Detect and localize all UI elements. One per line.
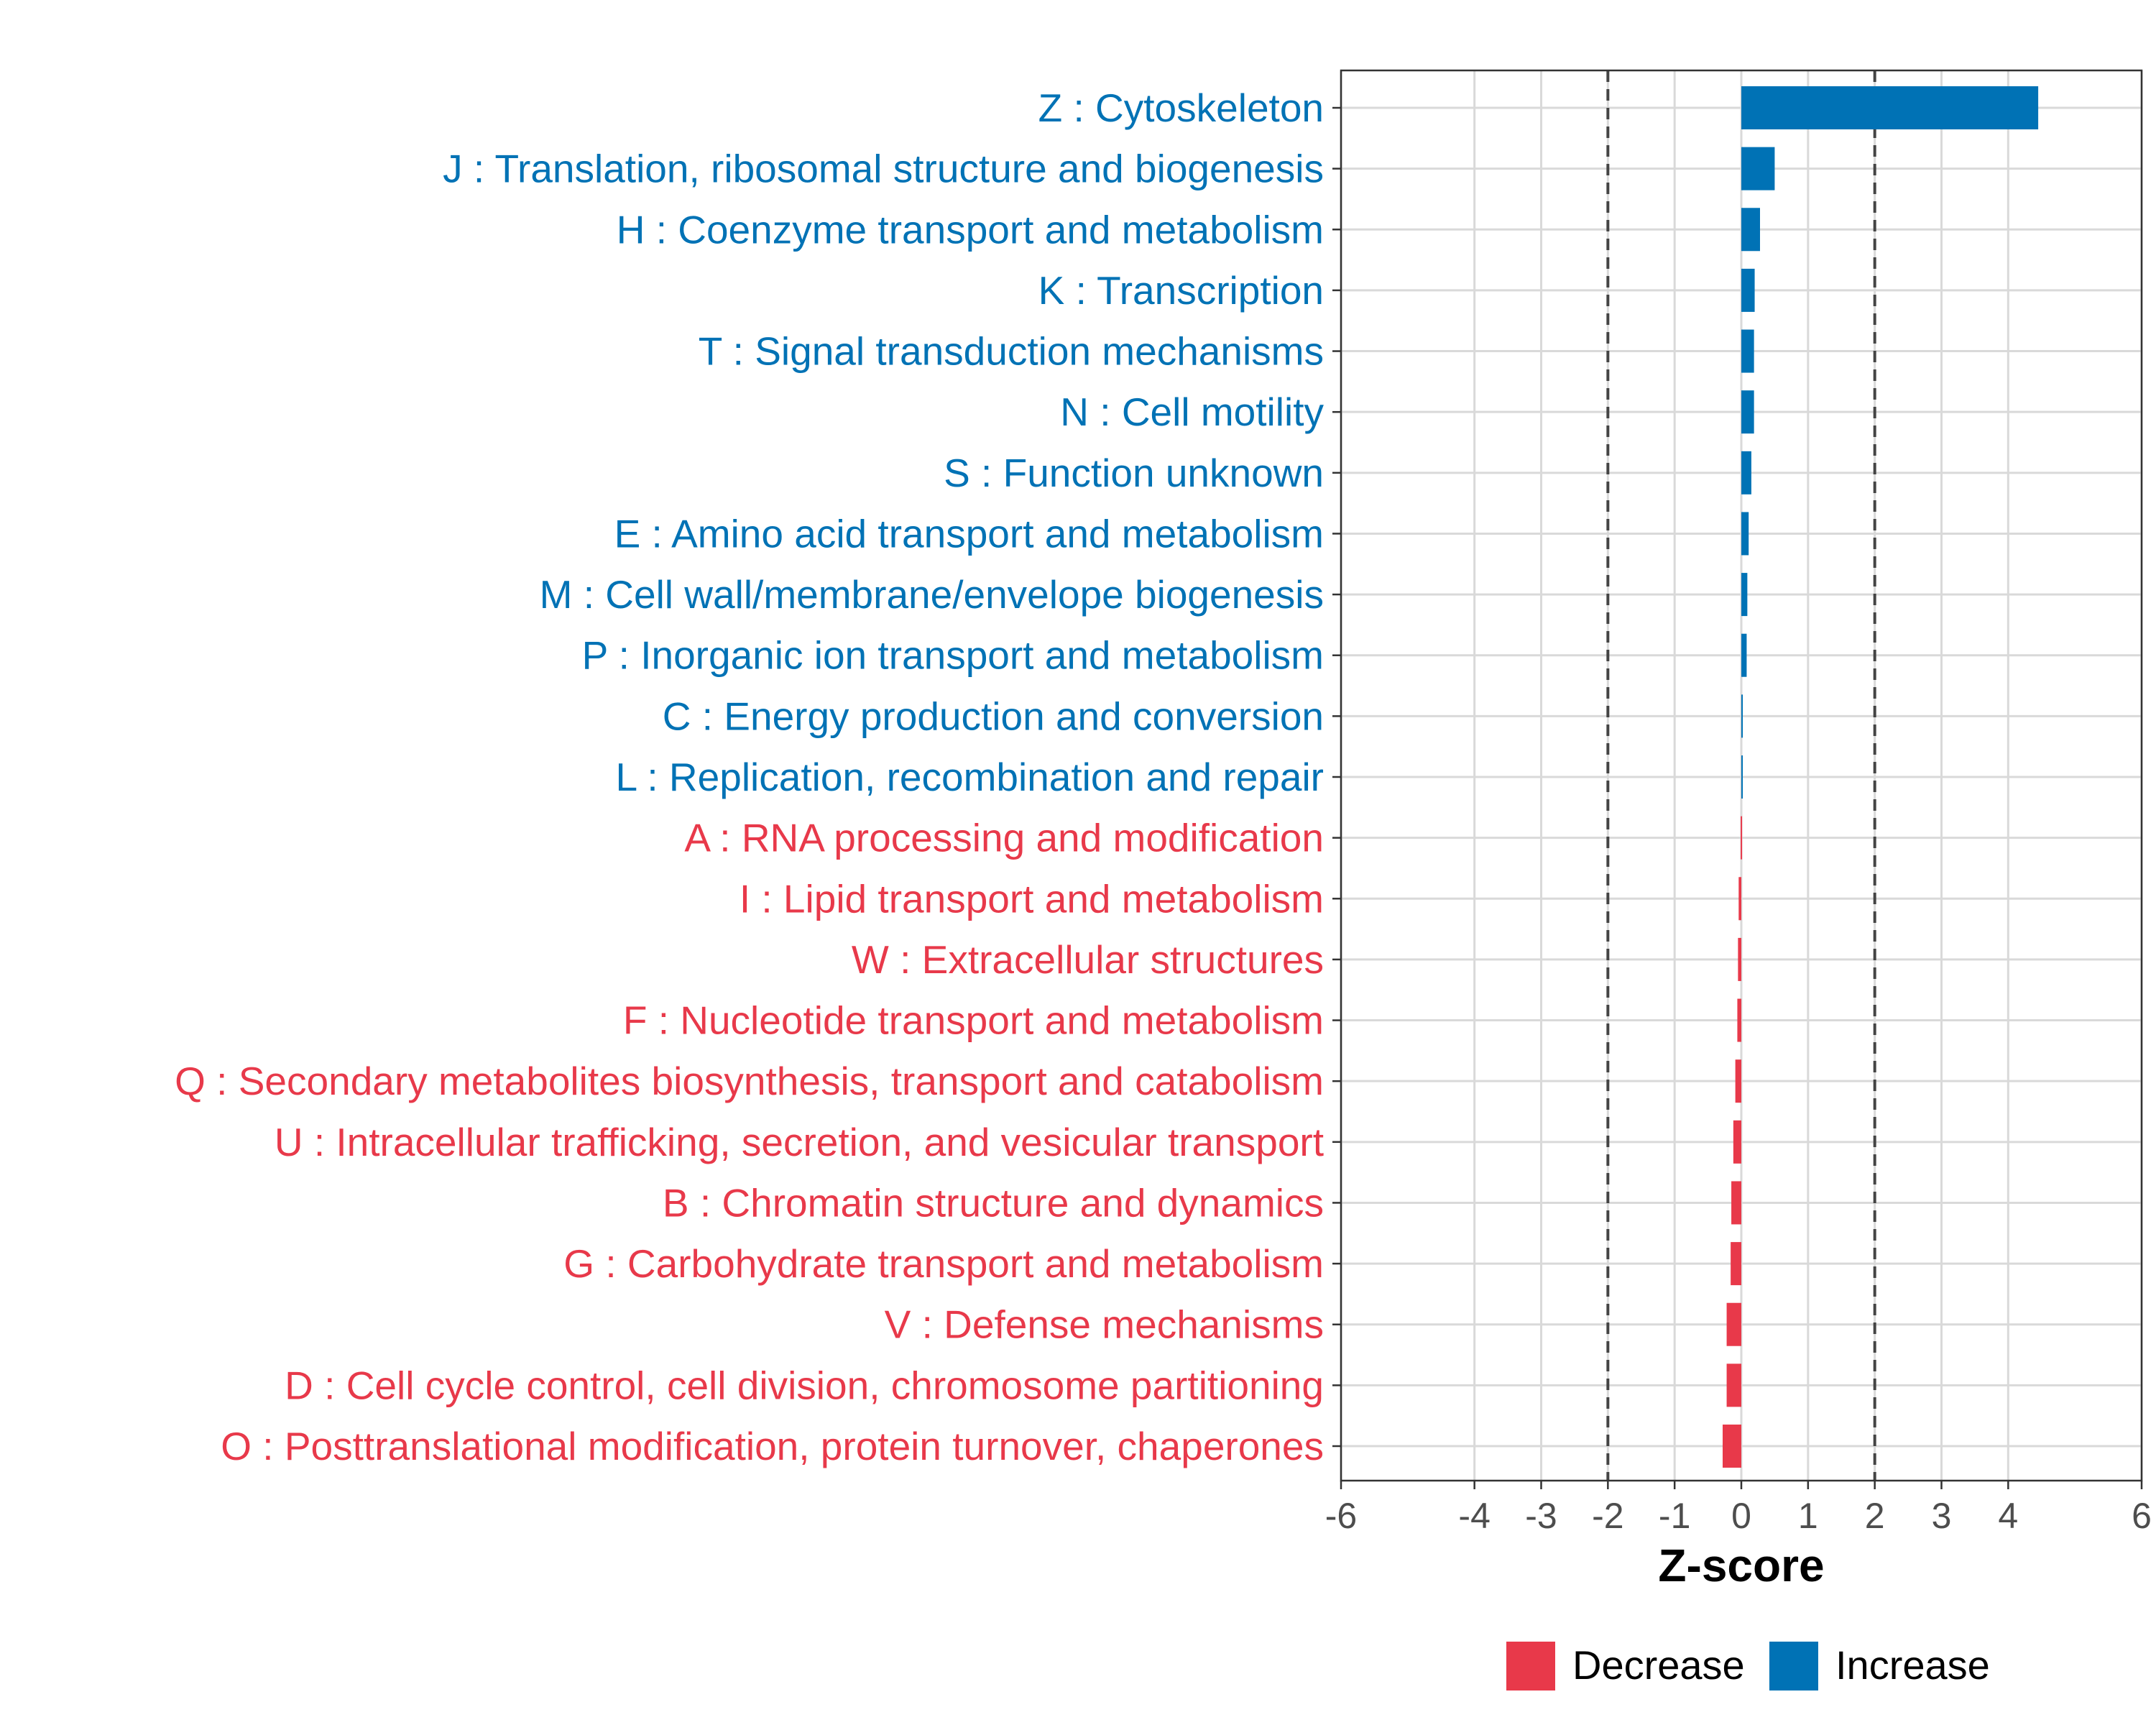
y-tick-label: D : Cell cycle control, cell division, c…	[285, 1363, 1324, 1407]
y-tick-label: M : Cell wall/membrane/envelope biogenes…	[540, 572, 1324, 617]
y-tick-label: A : RNA processing and modification	[684, 816, 1324, 860]
bar	[1741, 816, 1743, 860]
bar	[1737, 998, 1741, 1042]
x-tick-label: -1	[1659, 1496, 1690, 1536]
bars	[1723, 86, 2039, 1468]
legend: Decrease Increase	[1506, 1642, 1990, 1690]
bar	[1738, 937, 1741, 981]
legend-swatch	[1506, 1642, 1555, 1690]
threshold-lines	[1606, 70, 1876, 1481]
y-tick-label: P : Inorganic ion transport and metaboli…	[582, 633, 1324, 678]
bar	[1741, 86, 2039, 129]
y-tick-label: C : Energy production and conversion	[663, 694, 1324, 738]
x-tick-label: -4	[1458, 1496, 1490, 1536]
bar	[1741, 268, 1755, 312]
category-labels: Z : Cytoskeleton J : Translation, ribosom…	[175, 86, 1341, 1468]
y-tick-label: U : Intracellular trafficking, secretion…	[275, 1120, 1324, 1164]
bar	[1741, 390, 1754, 434]
y-tick-label: O : Posttranslational modification, prot…	[221, 1424, 1324, 1468]
x-tick-label: 3	[1932, 1496, 1952, 1536]
x-tick-label: 2	[1865, 1496, 1885, 1536]
y-tick-label: N : Cell motility	[1060, 390, 1324, 434]
bar	[1735, 1059, 1741, 1103]
x-axis-title: Z-score	[1658, 1540, 1824, 1591]
bar	[1726, 1302, 1741, 1346]
legend-label: Increase	[1835, 1642, 1990, 1688]
x-tick-label: -3	[1525, 1496, 1557, 1536]
bar	[1741, 755, 1743, 799]
y-tick-label: I : Lipid transport and metabolism	[740, 876, 1324, 921]
legend-label: Decrease	[1572, 1642, 1745, 1688]
x-tick-label: 6	[2132, 1496, 2152, 1536]
legend-swatch	[1769, 1642, 1818, 1690]
x-tick-label: -2	[1592, 1496, 1623, 1536]
y-tick-label: K : Transcription	[1038, 268, 1324, 313]
x-axis-ticks: -6 -4 -3 -2 -1 0 1 2 3 4 6	[1325, 1481, 2152, 1536]
y-tick-label: Z : Cytoskeleton	[1038, 86, 1324, 130]
bar	[1741, 512, 1749, 556]
y-tick-label: E : Amino acid transport and metabolism	[614, 511, 1324, 556]
bar	[1731, 1242, 1741, 1286]
y-tick-label: G : Carbohydrate transport and metabolis…	[563, 1241, 1324, 1286]
bar	[1738, 877, 1741, 921]
y-tick-label: L : Replication, recombination and repai…	[616, 755, 1324, 799]
bar	[1741, 633, 1747, 677]
x-tick-label: 1	[1798, 1496, 1818, 1536]
x-tick-label: 0	[1731, 1496, 1751, 1536]
x-tick-label: 4	[1998, 1496, 2018, 1536]
bar	[1733, 1120, 1741, 1164]
bar	[1741, 694, 1743, 738]
x-tick-label: -6	[1325, 1496, 1357, 1536]
y-tick-label: T : Signal transduction mechanisms	[699, 329, 1324, 374]
y-tick-label: B : Chromatin structure and dynamics	[663, 1180, 1324, 1225]
y-tick-label: W : Extracellular structures	[852, 937, 1324, 982]
y-tick-label: H : Coenzyme transport and metabolism	[617, 207, 1324, 252]
y-tick-label: F : Nucleotide transport and metabolism	[623, 998, 1324, 1043]
bar	[1741, 329, 1754, 373]
bar	[1741, 573, 1748, 617]
bar	[1731, 1181, 1741, 1225]
y-tick-label: V : Defense mechanisms	[885, 1302, 1324, 1347]
bar	[1741, 208, 1760, 252]
y-tick-label: S : Function unknown	[944, 451, 1324, 495]
bar	[1723, 1425, 1741, 1468]
bar	[1741, 451, 1751, 494]
bar	[1726, 1363, 1741, 1407]
y-tick-label: J : Translation, ribosomal structure and…	[443, 147, 1324, 191]
bar	[1741, 147, 1775, 190]
y-tick-label: Q : Secondary metabolites biosynthesis, …	[175, 1059, 1324, 1103]
